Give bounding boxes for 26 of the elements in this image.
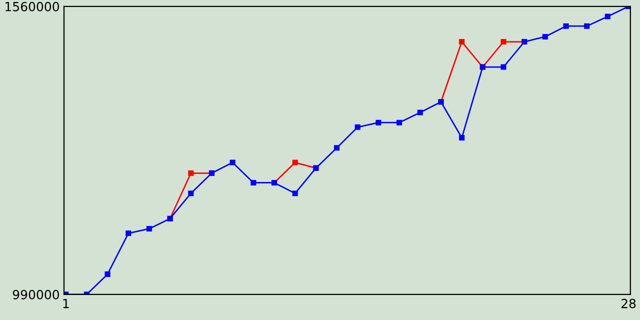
point — [126, 230, 132, 236]
point — [376, 120, 382, 126]
point — [563, 23, 569, 29]
point — [188, 190, 194, 196]
point — [604, 14, 610, 20]
point — [354, 124, 360, 130]
x-tick-label: 28 — [621, 298, 636, 308]
point — [334, 145, 340, 151]
point — [584, 23, 590, 29]
point — [542, 34, 548, 40]
y-tick-label: 990000 — [12, 290, 59, 300]
point — [188, 170, 194, 176]
point — [250, 180, 256, 186]
y-tick-label: 1560000 — [6, 2, 59, 12]
point — [104, 271, 110, 277]
point — [459, 38, 465, 45]
x-tick-label: 1 — [63, 298, 69, 308]
point — [459, 134, 465, 141]
point — [417, 110, 423, 116]
point — [146, 226, 152, 232]
point — [500, 38, 506, 45]
point — [500, 64, 506, 70]
point — [230, 160, 236, 166]
point — [292, 190, 298, 196]
point — [292, 160, 298, 166]
point — [396, 120, 402, 126]
